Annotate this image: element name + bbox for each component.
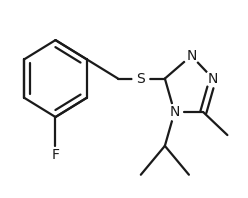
Text: N: N bbox=[208, 71, 218, 86]
Text: F: F bbox=[52, 148, 60, 163]
Circle shape bbox=[167, 105, 182, 120]
Circle shape bbox=[133, 71, 149, 86]
Text: N: N bbox=[186, 49, 196, 63]
Text: N: N bbox=[169, 105, 180, 119]
Circle shape bbox=[205, 71, 221, 86]
Circle shape bbox=[184, 48, 199, 64]
Text: S: S bbox=[136, 71, 145, 86]
Circle shape bbox=[48, 148, 63, 163]
